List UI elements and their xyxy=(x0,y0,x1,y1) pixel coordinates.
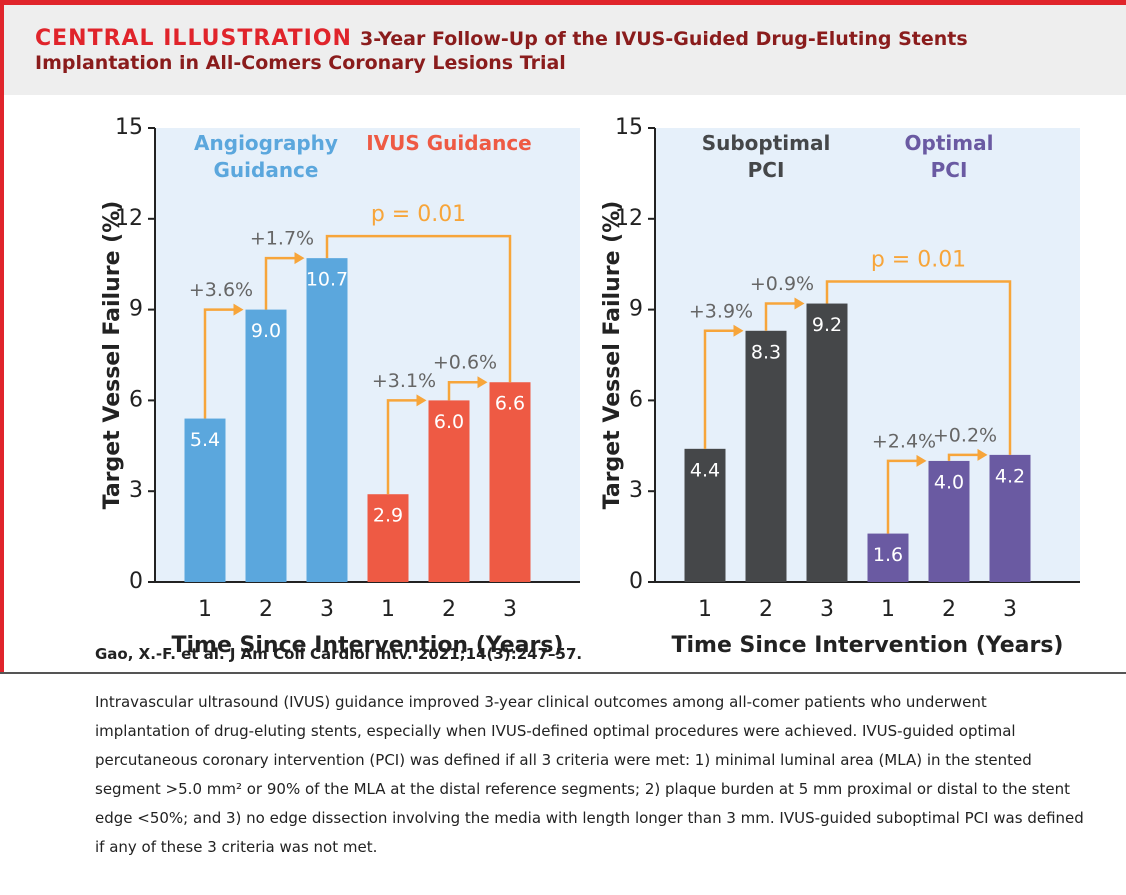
x-tick-label: 1 xyxy=(698,597,712,622)
citation: Gao, X.-F. et al. J Am Coll Cardiol Intv… xyxy=(95,645,583,663)
increment-label: +1.7% xyxy=(250,228,314,250)
y-tick-label: 9 xyxy=(629,297,643,322)
bar xyxy=(428,400,470,582)
bar xyxy=(245,309,287,582)
legend-entry: Angiography Guidance xyxy=(194,131,338,182)
legend-text: Optimal PCI xyxy=(904,131,994,182)
x-tick-label: 3 xyxy=(1003,597,1017,622)
bar xyxy=(489,382,531,582)
increment-label: +0.9% xyxy=(750,273,814,295)
y-tick-label: 6 xyxy=(129,387,143,412)
value-label: 2.9 xyxy=(373,505,403,527)
y-tick-label: 3 xyxy=(629,478,643,503)
increment-arrow xyxy=(703,329,736,449)
value-label: 6.0 xyxy=(434,411,464,433)
legend-entry: Suboptimal PCI xyxy=(701,131,831,182)
legend-text: IVUS Guidance xyxy=(366,131,532,155)
increment-arrow xyxy=(264,256,297,310)
increment-label: +2.4% xyxy=(872,430,936,452)
legend-text: Angiography Guidance xyxy=(194,131,338,182)
bar xyxy=(806,303,848,582)
increment-label: +0.6% xyxy=(433,352,497,374)
legend-entry: IVUS Guidance xyxy=(366,131,532,155)
y-tick-label: 15 xyxy=(115,115,143,140)
bar xyxy=(745,330,787,582)
value-label: 9.2 xyxy=(812,314,842,336)
caption: Intravascular ultrasound (IVUS) guidance… xyxy=(95,693,1084,856)
x-tick-label: 2 xyxy=(259,597,273,622)
x-axis-label: Time Since Intervention (Years) xyxy=(671,633,1063,658)
arrow-head xyxy=(477,376,488,389)
increment-arrow xyxy=(447,380,480,401)
y-tick-label: 9 xyxy=(129,297,143,322)
increment-arrow xyxy=(386,399,419,495)
x-tick-label: 1 xyxy=(881,597,895,622)
x-tick-label: 3 xyxy=(320,597,334,622)
legend-text: Suboptimal PCI xyxy=(701,131,831,182)
left-border xyxy=(0,0,4,672)
y-tick-label: 6 xyxy=(629,387,643,412)
bar xyxy=(867,533,909,582)
title-text: 3-Year Follow-Up of the IVUS-Guided Drug… xyxy=(35,28,968,74)
p-value: p = 0.01 xyxy=(871,248,966,273)
top-border xyxy=(0,0,1126,5)
bar xyxy=(306,258,348,582)
y-tick-label: 12 xyxy=(615,206,643,231)
arrow-head xyxy=(733,324,744,337)
value-label: 10.7 xyxy=(306,269,348,291)
y-axis-label: Target Vessel Failure (%) xyxy=(100,201,125,510)
increment-arrow xyxy=(947,453,980,461)
x-tick-label: 3 xyxy=(820,597,834,622)
value-label: 8.3 xyxy=(751,341,781,363)
increment-arrow xyxy=(886,459,919,534)
x-tick-label: 3 xyxy=(503,597,517,622)
header-title: CENTRAL ILLUSTRATION 3-Year Follow-Up of … xyxy=(35,27,1035,75)
y-tick-label: 0 xyxy=(129,569,143,594)
header-label: CENTRAL ILLUSTRATION xyxy=(35,26,352,51)
arrow-head xyxy=(294,252,305,265)
x-axis-label: Time Since Intervention (Years) xyxy=(171,633,563,658)
value-label: 5.4 xyxy=(190,429,220,451)
bar xyxy=(184,418,226,582)
value-label: 1.6 xyxy=(873,544,903,566)
legend-entry: Optimal PCI xyxy=(904,131,994,182)
x-tick-label: 1 xyxy=(381,597,395,622)
arrow-head xyxy=(916,454,927,467)
increment-arrow xyxy=(764,302,797,331)
p-value: p = 0.01 xyxy=(371,202,466,227)
value-label: 4.4 xyxy=(690,459,720,481)
arrow-head xyxy=(794,297,805,310)
p-bracket xyxy=(325,234,512,383)
x-tick-label: 2 xyxy=(942,597,956,622)
value-label: 9.0 xyxy=(251,320,281,342)
y-axis-label: Target Vessel Failure (%) xyxy=(600,201,625,510)
x-tick-label: 1 xyxy=(198,597,212,622)
increment-label: +0.2% xyxy=(933,424,997,446)
increment-label: +3.6% xyxy=(189,279,253,301)
header: CENTRAL ILLUSTRATION 3-Year Follow-Up of … xyxy=(4,5,1126,95)
y-tick-label: 12 xyxy=(115,206,143,231)
bar xyxy=(928,460,970,582)
increment-label: +3.1% xyxy=(372,370,436,392)
x-tick-label: 2 xyxy=(759,597,773,622)
bar xyxy=(684,448,726,582)
divider xyxy=(0,672,1126,674)
y-tick-label: 0 xyxy=(629,569,643,594)
bar xyxy=(989,454,1031,582)
y-tick-label: 15 xyxy=(615,115,643,140)
bar xyxy=(367,494,409,582)
arrow-head xyxy=(977,448,988,461)
increment-label: +3.9% xyxy=(689,300,753,322)
arrow-head xyxy=(416,394,427,407)
p-bracket xyxy=(825,280,1012,455)
arrow-head xyxy=(233,303,244,316)
increment-arrow xyxy=(203,308,236,419)
value-label: 6.6 xyxy=(495,393,525,415)
x-tick-label: 2 xyxy=(442,597,456,622)
value-label: 4.2 xyxy=(995,465,1025,487)
value-label: 4.0 xyxy=(934,471,964,493)
y-tick-label: 3 xyxy=(129,478,143,503)
